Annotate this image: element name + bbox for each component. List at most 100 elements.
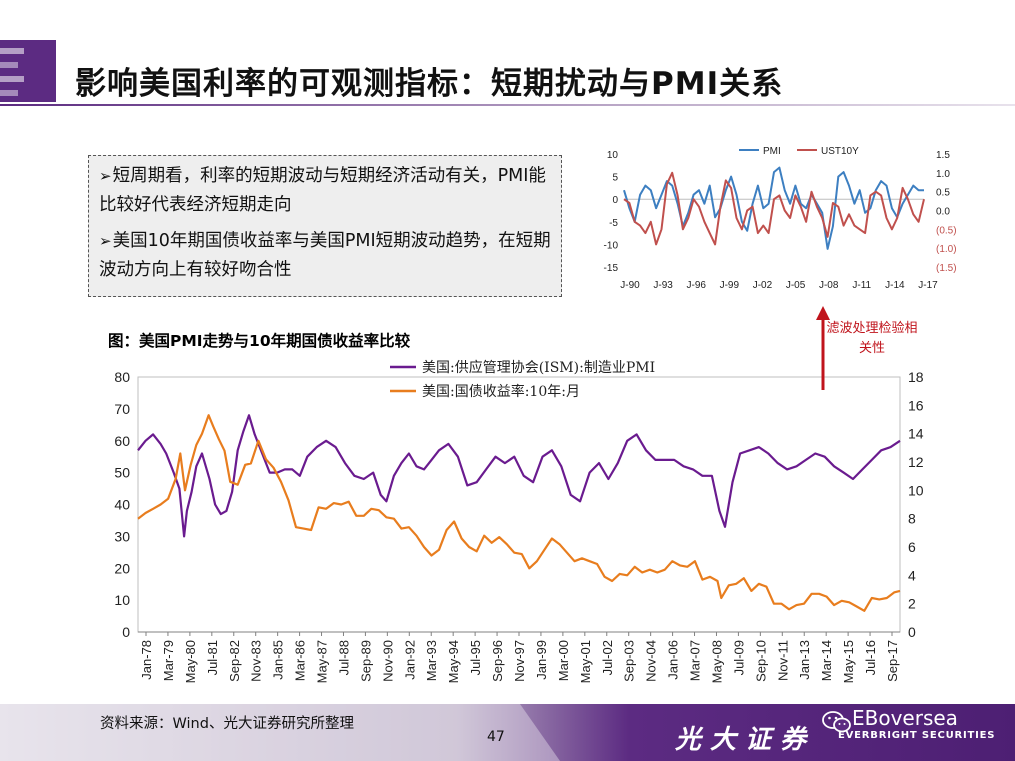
mini-y-left-tick-label: -5 xyxy=(609,218,618,229)
mini-y-right-tick-label: 1.0 xyxy=(936,169,950,180)
x-tick-label: Jul-81 xyxy=(205,640,220,675)
mini-y-left-tick-label: 0 xyxy=(612,195,618,206)
x-tick-label: Nov-90 xyxy=(380,640,395,682)
bullet-text: 短周期看，利率的短期波动与短期经济活动有关，PMI能比较好代表经济短期走向 xyxy=(99,166,546,215)
mini-x-tick-label: J-99 xyxy=(720,280,740,291)
mini-y-left-tick-label: 5 xyxy=(612,173,618,184)
y-right-tick-label: 16 xyxy=(908,397,924,413)
mini-y-right-tick-label: 0.5 xyxy=(936,188,950,199)
mini-x-tick-label: J-96 xyxy=(686,280,706,291)
mini-x-tick-label: J-08 xyxy=(819,280,839,291)
bullet-item: ➢短周期看，利率的短期波动与短期经济活动有关，PMI能比较好代表经济短期走向 xyxy=(99,162,551,220)
x-tick-label: Jul-09 xyxy=(731,640,746,675)
x-tick-label: Jul-95 xyxy=(468,640,483,675)
x-tick-label: May-80 xyxy=(183,640,198,683)
mini-chart: 10 5 0 -5 -10 -15 1.5 1.0 0.5 0.0 (0.5) (1.0) (1.5) J… xyxy=(604,146,957,291)
y-left-tick-label: 10 xyxy=(114,592,130,608)
x-tick-label: Nov-83 xyxy=(249,640,264,682)
x-tick-label: Jul-02 xyxy=(600,640,615,675)
y-left-tick-label: 70 xyxy=(114,401,130,417)
brand-subtitle: EVERBRIGHT SECURITIES xyxy=(838,730,996,741)
x-tick-label: May-94 xyxy=(446,640,461,683)
x-tick-label: Mar-93 xyxy=(424,640,439,681)
x-tick-label: Sep-03 xyxy=(622,640,637,682)
y-left-tick-label: 40 xyxy=(114,497,130,513)
y-left-tick-label: 80 xyxy=(114,369,130,385)
brand-name-cn: 光大证券 xyxy=(675,725,816,755)
up-arrow-icon xyxy=(816,306,830,390)
y-left-tick-label: 60 xyxy=(114,433,130,449)
mini-x-tick-label: J-05 xyxy=(786,280,806,291)
series-line-0 xyxy=(137,414,901,538)
mini-series-line-0 xyxy=(623,166,924,250)
x-tick-label: Sep-89 xyxy=(358,640,373,682)
bullet-item: ➢美国10年期国债收益率与美国PMI短期波动趋势，在短期波动方向上有较好吻合性 xyxy=(99,227,551,285)
annotation-text: 滤波处理检验相关性 xyxy=(826,321,918,356)
x-tick-label: Jan-99 xyxy=(534,640,549,680)
x-tick-label: Jan-92 xyxy=(402,640,417,680)
y-right-tick-label: 14 xyxy=(908,426,924,442)
mini-x-tick-label: J-90 xyxy=(620,280,640,291)
bullet-arrow-icon: ➢ xyxy=(99,167,112,185)
legend-label-1: 美国:国债收益率:10年:月 xyxy=(422,383,580,400)
x-tick-label: Sep-17 xyxy=(885,640,900,682)
mini-y-left-tick-label: -15 xyxy=(604,263,619,274)
brand-logo xyxy=(0,40,56,102)
brand-name-en: EBoversea xyxy=(852,706,958,730)
y-left-tick-label: 0 xyxy=(122,624,130,640)
x-tick-label: Jul-16 xyxy=(863,640,878,675)
mini-y-right-tick-label: 0.0 xyxy=(936,207,950,218)
x-tick-label: May-08 xyxy=(709,640,724,683)
x-tick-label: Jan-06 xyxy=(666,640,681,680)
bullet-arrow-icon: ➢ xyxy=(99,232,112,250)
y-left-tick-label: 50 xyxy=(114,465,130,481)
y-right-tick-label: 12 xyxy=(908,454,924,470)
y-right-tick-label: 2 xyxy=(908,596,916,612)
x-tick-label: Nov-97 xyxy=(512,640,527,682)
mini-x-tick-label: J-11 xyxy=(852,280,871,291)
x-tick-label: Mar-14 xyxy=(819,640,834,681)
x-tick-label: May-87 xyxy=(315,640,330,683)
x-tick-label: Nov-04 xyxy=(644,640,659,682)
bullet-box: ➢短周期看，利率的短期波动与短期经济活动有关，PMI能比较好代表经济短期走向 ➢… xyxy=(88,155,562,297)
mini-x-tick-label: J-02 xyxy=(753,280,773,291)
slide-title: 影响美国利率的可观测指标：短期扰动与PMI关系 xyxy=(75,66,784,102)
y-right-tick-label: 10 xyxy=(908,482,924,498)
bullet-text: 美国10年期国债收益率与美国PMI短期波动趋势，在短期波动方向上有较好吻合性 xyxy=(99,231,551,280)
mini-y-right-tick-label: 1.5 xyxy=(936,150,950,161)
series-line-1 xyxy=(137,414,901,612)
x-tick-label: May-15 xyxy=(841,640,856,683)
x-tick-label: Jan-85 xyxy=(271,640,286,680)
y-left-tick-label: 20 xyxy=(114,560,130,576)
mini-x-tick-label: J-17 xyxy=(918,280,938,291)
mini-y-right-tick-label: (1.5) xyxy=(936,263,957,274)
x-tick-label: Sep-82 xyxy=(227,640,242,682)
mini-legend-label-1: UST10Y xyxy=(821,146,859,157)
plot-frame xyxy=(137,376,901,633)
x-tick-label: Mar-86 xyxy=(293,640,308,681)
mini-x-tick-label: J-93 xyxy=(653,280,673,291)
main-chart: 0 10 20 30 40 50 60 70 80 0 2 4 6 8 10 12 14 16 18 Jan-78 Ma… xyxy=(114,359,924,683)
mini-legend-label-0: PMI xyxy=(763,146,781,157)
y-right-tick-label: 8 xyxy=(908,511,916,527)
page-number: 47 xyxy=(487,729,505,745)
title-divider xyxy=(0,104,1015,106)
mini-y-right-tick-label: (1.0) xyxy=(936,244,957,255)
wechat-icon xyxy=(822,711,851,733)
mini-x-tick-label: J-14 xyxy=(885,280,905,291)
mini-y-left-tick-label: -10 xyxy=(604,240,619,251)
chart-title: 图：美国PMI走势与10年期国债收益率比较 xyxy=(108,332,411,350)
x-tick-label: Jan-78 xyxy=(139,640,154,680)
x-tick-label: May-01 xyxy=(578,640,593,683)
x-tick-label: Mar-79 xyxy=(161,640,176,681)
y-right-tick-label: 18 xyxy=(908,369,924,385)
x-tick-label: Nov-11 xyxy=(775,640,790,681)
x-tick-label: Sep-10 xyxy=(753,640,768,682)
x-tick-label: Mar-00 xyxy=(556,640,571,681)
mini-y-left-tick-label: 10 xyxy=(607,150,619,161)
mini-y-right-tick-label: (0.5) xyxy=(936,225,957,236)
mini-series-line-1 xyxy=(623,171,925,246)
x-tick-label: Mar-07 xyxy=(688,640,703,681)
legend-label-0: 美国:供应管理协会(ISM):制造业PMI xyxy=(422,359,655,376)
x-tick-label: Jul-88 xyxy=(336,640,351,675)
